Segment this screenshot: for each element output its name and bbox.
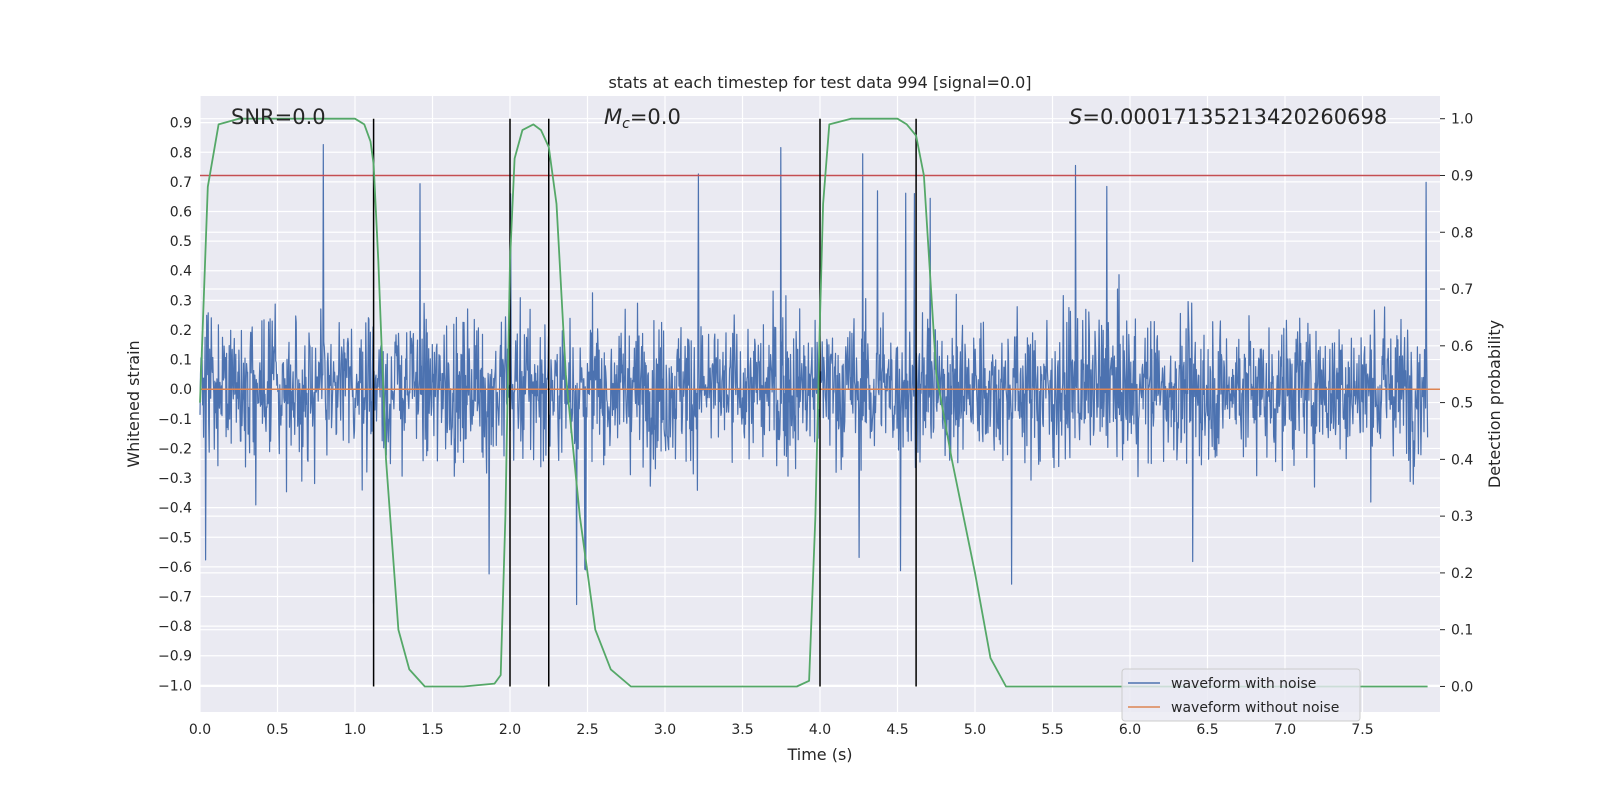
- x-tick-label: 2.5: [576, 722, 598, 738]
- x-tick-label: 0.0: [189, 722, 211, 738]
- detection-probability-line: [199, 117, 1428, 688]
- y2-tick-label: 0.5: [1451, 396, 1473, 412]
- legend: waveform with noise waveform without noi…: [1121, 668, 1361, 722]
- y-tick-label: −0.3: [158, 471, 192, 487]
- y-tick-label: 0.3: [170, 293, 192, 309]
- x-tick-label: 7.5: [1351, 722, 1373, 738]
- x-axis-label: Time (s): [786, 745, 852, 764]
- y-tick-label: 0.7: [170, 175, 192, 191]
- y-tick-label: 0.6: [170, 205, 192, 221]
- y2-tick-label: 0.7: [1451, 282, 1473, 298]
- y2-axis-label: Detection probability: [1485, 320, 1504, 488]
- legend-label-noise: waveform with noise: [1171, 676, 1316, 692]
- y-tick-label: 0.0: [170, 382, 192, 398]
- y-tick-label: −0.6: [158, 560, 192, 576]
- x-tick-label: 5.0: [964, 722, 986, 738]
- y-tick-label: 0.9: [170, 116, 192, 132]
- x-tick-label: 2.0: [499, 722, 521, 738]
- y2-tick-label: 0.1: [1451, 623, 1473, 639]
- x-tick-label: 1.5: [421, 722, 443, 738]
- x-tick-label: 4.0: [809, 722, 831, 738]
- y-tick-label: −0.1: [158, 412, 192, 428]
- y2-tick-label: 0.9: [1451, 168, 1473, 184]
- y-tick-label: −0.8: [158, 619, 192, 635]
- chart-title: stats at each timestep for test data 994…: [608, 73, 1031, 92]
- y2-tick-label: 1.0: [1451, 112, 1473, 128]
- mc-value: =0.0: [630, 105, 681, 129]
- y2-tick-label: 0.6: [1451, 339, 1473, 355]
- x-tick-label: 1.0: [344, 722, 366, 738]
- mc-subscript: c: [622, 116, 630, 132]
- y-tick-label: −1.0: [158, 678, 192, 694]
- y-tick-label: −0.2: [158, 441, 192, 457]
- y-tick-label: −0.7: [158, 590, 192, 606]
- x-tick-label: 5.5: [1041, 722, 1063, 738]
- x-tick-label: 6.0: [1119, 722, 1141, 738]
- y-axis-label: Whitened strain: [124, 340, 143, 467]
- y2-tick-label: 0.3: [1451, 509, 1473, 525]
- y-tick-label: 0.5: [170, 234, 192, 250]
- ticks: 0.0 0.5 1.0 1.5 2.0 2.5 3.0 3.5 4.0 4.5 5.0 5.5 6.0 6…: [158, 112, 1473, 738]
- s-symbol: S: [1069, 105, 1082, 129]
- y-tick-label: 0.1: [170, 353, 192, 369]
- waveform-with-noise-line: [199, 144, 1429, 606]
- y-tick-label: −0.4: [158, 501, 192, 517]
- x-tick-label: 6.5: [1196, 722, 1218, 738]
- mc-symbol: M: [604, 105, 622, 129]
- x-tick-label: 3.5: [731, 722, 753, 738]
- y-tick-label: 0.8: [170, 145, 192, 161]
- y-tick-label: −0.9: [158, 649, 192, 665]
- overlay: [199, 117, 1440, 688]
- y2-tick-label: 0.8: [1451, 225, 1473, 241]
- y-tick-label: 0.2: [170, 323, 192, 339]
- waveform-with-noise: [199, 144, 1429, 606]
- y2-tick-label: 0.0: [1451, 679, 1473, 695]
- x-tick-label: 7.0: [1274, 722, 1296, 738]
- x-tick-label: 3.0: [654, 722, 676, 738]
- y2-tick-label: 0.2: [1451, 566, 1473, 582]
- x-tick-label: 4.5: [886, 722, 908, 738]
- snr-annotation: SNR=0.0: [231, 105, 326, 129]
- y-tick-label: 0.4: [170, 264, 192, 280]
- legend-label-clean: waveform without noise: [1171, 700, 1339, 716]
- y2-tick-label: 0.4: [1451, 452, 1473, 468]
- legend-box: [1121, 668, 1361, 722]
- mc-annotation: Mc=0.0: [604, 105, 681, 132]
- y-tick-label: −0.5: [158, 530, 192, 546]
- x-tick-label: 0.5: [266, 722, 288, 738]
- s-annotation: S=0.00017135213420260698: [1069, 105, 1387, 129]
- s-value: =0.00017135213420260698: [1082, 105, 1387, 129]
